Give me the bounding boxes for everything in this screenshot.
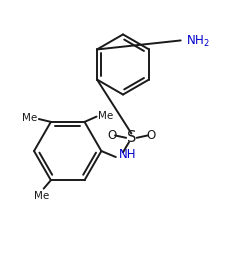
Text: O: O [108, 129, 117, 142]
Text: S: S [127, 130, 136, 145]
Text: NH$_2$: NH$_2$ [185, 34, 209, 49]
Text: Me: Me [34, 191, 49, 201]
Text: Me: Me [98, 111, 113, 121]
Text: Me: Me [22, 113, 38, 123]
Text: NH: NH [119, 148, 137, 161]
Text: O: O [146, 129, 155, 142]
